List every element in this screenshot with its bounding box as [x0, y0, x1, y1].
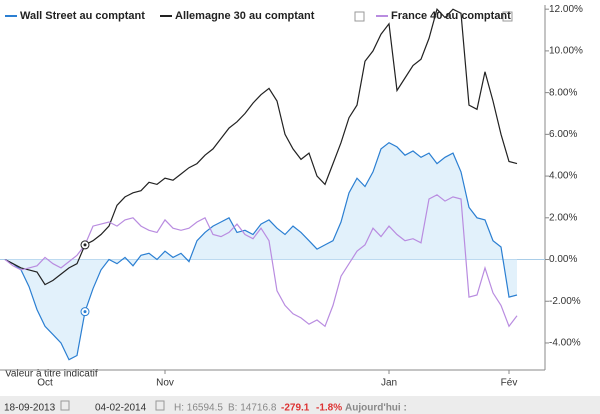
x-tick-label: Nov — [156, 378, 174, 389]
area — [5, 142, 517, 360]
end-date: 04-02-2014 — [95, 403, 147, 414]
y-tick-label: 0.00% — [549, 254, 577, 265]
y-tick-label: 2.00% — [549, 212, 577, 223]
change: -279.1 — [281, 403, 310, 414]
x-tick-label: Oct — [37, 378, 53, 389]
y-tick-label: 6.00% — [549, 129, 577, 140]
y-tick-label: 4.00% — [549, 171, 577, 182]
low: B: 14716.8 — [228, 403, 277, 414]
legend-label: Allemagne 30 au comptant — [175, 10, 315, 22]
y-tick-label: -4.00% — [549, 338, 581, 349]
change-pct: -1.8% — [316, 403, 342, 414]
series-line — [4, 141, 518, 361]
legend-label: France 40 au comptant — [391, 10, 511, 22]
x-tick-label: Jan — [381, 378, 397, 389]
high: H: 16594.5 — [174, 403, 223, 414]
y-tick-label: 12.00% — [549, 4, 583, 15]
calendar-icon[interactable] — [60, 400, 70, 411]
marker-dot — [83, 243, 87, 247]
y-tick-label: 10.00% — [549, 46, 583, 57]
series-line — [4, 8, 518, 286]
calendar-icon[interactable] — [155, 400, 165, 411]
legend-label: Wall Street au comptant — [20, 10, 145, 22]
marker-dot — [83, 310, 87, 314]
note: Valeur à titre indicatif — [5, 369, 98, 380]
footer-bar — [0, 396, 600, 414]
y-tick-label: -2.00% — [549, 296, 581, 307]
x-tick-label: Fév — [501, 378, 518, 389]
today: Aujourd'hui : — [345, 403, 407, 414]
calc-icon[interactable] — [502, 11, 513, 22]
y-tick-label: 8.00% — [549, 87, 577, 98]
calc-icon[interactable] — [354, 11, 365, 22]
series-line — [4, 194, 518, 328]
legend-icons — [60, 11, 513, 411]
start-date: 18-09-2013 — [4, 403, 56, 414]
